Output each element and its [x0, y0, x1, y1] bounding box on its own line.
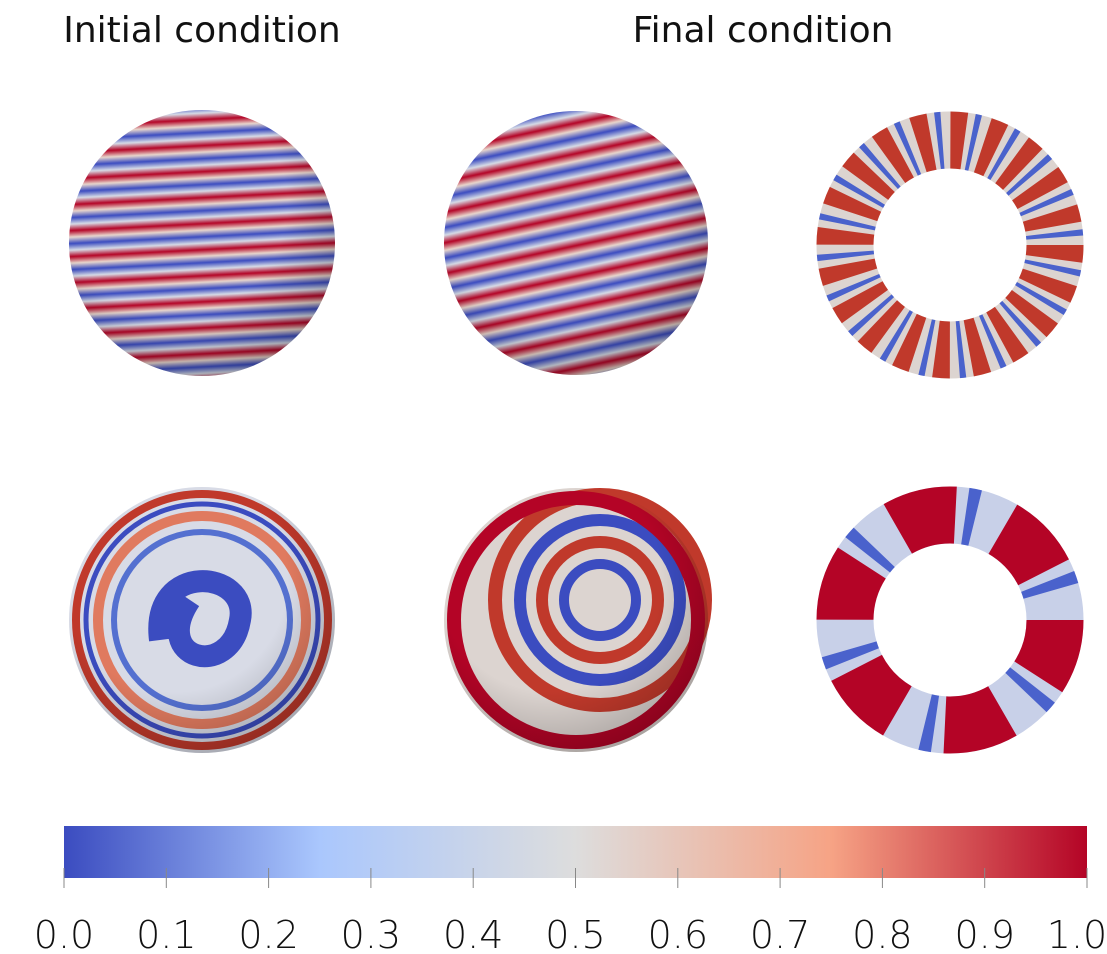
- colorbar-tick-label: 0.4: [443, 913, 503, 954]
- colorbar-tick-label: 0.5: [545, 913, 605, 954]
- ring-final-bottom: [845, 515, 1055, 725]
- colorbar-tick-label: 0.3: [341, 913, 401, 954]
- sphere-final-bottom: [444, 488, 708, 752]
- sphere-final-top: [444, 111, 708, 375]
- colorbar-tick-label: 0.2: [238, 913, 298, 954]
- header-final: Final condition: [633, 10, 894, 51]
- colorbar-tick-label: 0.7: [750, 913, 810, 954]
- header-initial: Initial condition: [63, 10, 341, 51]
- colorbar-tick-label: 0.8: [852, 913, 912, 954]
- colorbar-tick-label: 1.0: [1047, 913, 1107, 954]
- sphere-initial-bottom: [69, 487, 335, 753]
- figure: Initial condition Final condition 0.0 0.1…: [0, 0, 1107, 954]
- colorbar-tick-label: 0.6: [648, 913, 708, 954]
- colorbar-tick-label: 0.1: [136, 913, 196, 954]
- colorbar-tick-label: 0.9: [954, 913, 1014, 954]
- sphere-initial-top: [69, 110, 335, 376]
- colorbar-tick-label: 0.0: [34, 913, 94, 954]
- ring-final-top: [845, 140, 1055, 350]
